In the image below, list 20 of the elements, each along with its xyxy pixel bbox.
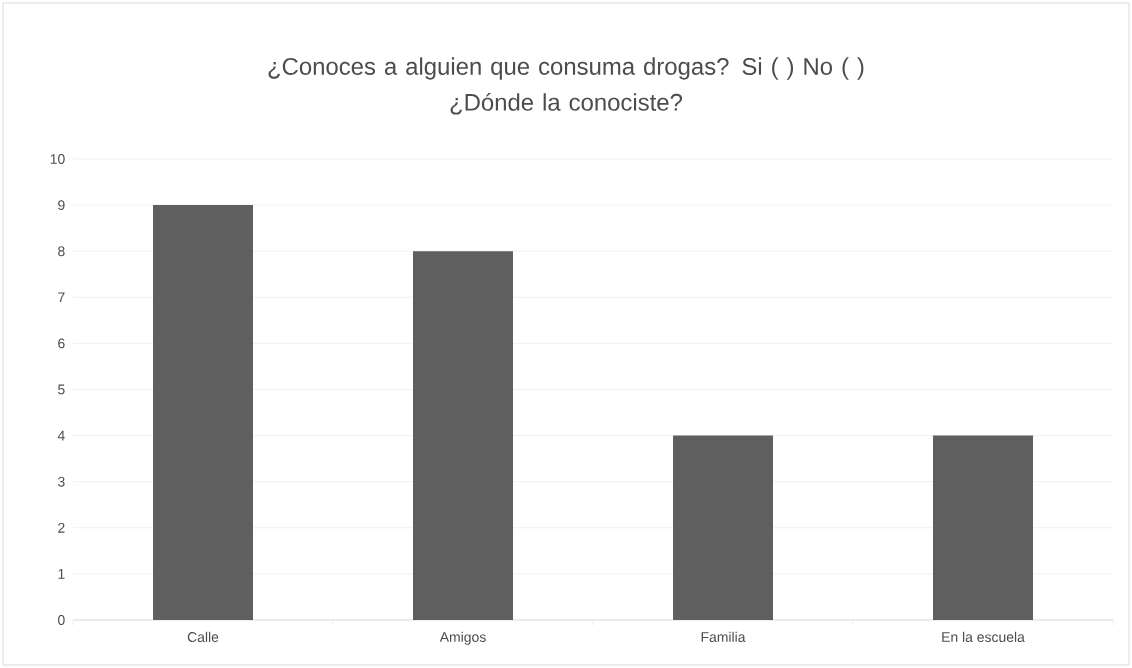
x-tick-label: En la escuela — [942, 631, 1025, 642]
y-tick-label: 6 — [58, 338, 65, 349]
y-tick-label: 7 — [58, 292, 65, 303]
y-tick-label: 0 — [58, 615, 65, 625]
bar — [153, 205, 254, 620]
bar — [933, 435, 1033, 620]
y-tick-label: 9 — [58, 200, 65, 211]
x-tick-label: Calle — [187, 631, 219, 642]
x-tick-label: Amigos — [439, 631, 486, 645]
chart-title: ¿Conoces a alguien que consuma drogas? Si ( ) No ( ) ¿Dónde la conociste? — [268, 57, 864, 115]
y-tick-label: 1 — [58, 569, 65, 579]
y-tick-label: 10 — [50, 154, 65, 164]
bar — [673, 435, 773, 620]
y-tick-label: 5 — [58, 384, 65, 395]
x-tick-label: Familia — [701, 631, 746, 642]
y-tick-label: 3 — [58, 476, 65, 487]
y-tick-label: 2 — [58, 522, 65, 533]
y-tick-label: 4 — [57, 430, 65, 441]
y-tick-label: 8 — [58, 246, 65, 257]
bar — [413, 251, 514, 620]
